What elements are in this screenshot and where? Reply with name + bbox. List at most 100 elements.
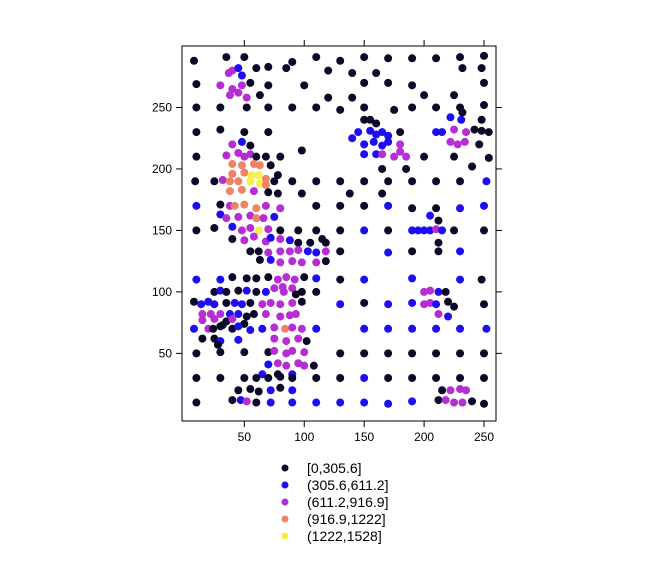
data-point <box>432 204 441 213</box>
data-point <box>408 81 417 90</box>
data-point <box>249 187 258 196</box>
data-point <box>434 216 443 225</box>
data-point <box>378 128 387 137</box>
data-point <box>240 348 249 357</box>
data-point <box>480 373 489 382</box>
data-point <box>192 226 201 235</box>
data-point <box>252 274 261 283</box>
legend-swatch <box>281 481 289 489</box>
data-point <box>408 274 417 283</box>
data-point <box>360 103 369 112</box>
data-point <box>230 298 239 307</box>
data-point <box>470 125 479 134</box>
data-point <box>246 211 255 220</box>
data-point <box>360 275 369 284</box>
data-point <box>456 177 465 186</box>
data-point <box>420 287 429 296</box>
y-tick-label: 100 <box>152 285 172 299</box>
data-point <box>369 137 378 146</box>
data-point <box>240 319 249 328</box>
data-point <box>288 103 297 112</box>
data-point <box>237 185 246 194</box>
data-point <box>434 247 443 256</box>
data-point <box>444 297 453 306</box>
data-point <box>273 359 282 368</box>
data-point <box>390 152 399 161</box>
data-point <box>237 81 246 90</box>
data-point <box>408 177 417 186</box>
data-point <box>192 80 201 89</box>
data-point <box>282 64 291 73</box>
data-point <box>441 396 450 405</box>
data-point <box>288 284 297 293</box>
data-point <box>348 134 357 143</box>
data-point <box>240 168 249 177</box>
data-point <box>456 324 465 333</box>
data-point <box>240 373 249 382</box>
data-point <box>282 273 291 282</box>
data-point <box>258 370 267 379</box>
legend-swatch <box>281 464 289 472</box>
data-point <box>291 310 300 319</box>
data-point <box>264 273 273 282</box>
data-point <box>477 64 486 73</box>
data-point <box>482 177 491 186</box>
data-point <box>408 298 417 307</box>
data-point <box>264 188 273 197</box>
data-point <box>378 189 387 198</box>
data-point <box>246 223 255 232</box>
data-point <box>306 238 315 247</box>
data-point <box>266 255 275 264</box>
data-point <box>446 386 455 395</box>
data-point <box>234 322 243 331</box>
data-point <box>324 93 333 102</box>
data-point <box>456 385 465 394</box>
data-point <box>240 236 249 245</box>
data-point <box>246 78 255 87</box>
data-point <box>252 287 261 296</box>
data-point <box>249 160 258 169</box>
legend-label: (1222,1528] <box>307 528 382 544</box>
data-point <box>372 130 381 139</box>
x-tick-label: 100 <box>294 430 314 444</box>
data-point <box>294 334 303 343</box>
data-point <box>384 324 393 333</box>
data-point <box>198 316 207 325</box>
data-point <box>228 85 237 94</box>
data-point <box>252 214 261 223</box>
data-point <box>366 115 375 124</box>
data-point <box>432 300 441 309</box>
data-point <box>345 189 354 198</box>
data-point <box>216 81 225 90</box>
data-point <box>384 300 393 309</box>
data-point <box>237 226 246 235</box>
legend-label: (916.9,1222] <box>307 511 386 527</box>
data-point <box>336 275 345 284</box>
data-point <box>230 201 239 210</box>
data-point <box>378 164 387 173</box>
data-point <box>360 78 369 87</box>
data-point <box>288 398 297 407</box>
data-point <box>434 310 443 319</box>
data-point <box>480 51 489 60</box>
data-point <box>384 177 393 186</box>
legend-label: (611.2,916.9] <box>307 494 388 510</box>
data-point <box>446 113 455 122</box>
data-point <box>234 64 243 73</box>
data-point <box>242 274 251 283</box>
data-point <box>264 62 273 71</box>
data-point <box>288 57 297 66</box>
data-point <box>484 128 493 137</box>
data-point <box>276 247 285 256</box>
data-point <box>246 177 255 186</box>
data-point <box>234 286 243 295</box>
data-point <box>426 286 435 295</box>
data-point <box>240 152 249 161</box>
data-point <box>408 324 417 333</box>
data-point <box>384 349 393 358</box>
data-point <box>378 150 387 159</box>
data-point <box>303 247 312 256</box>
data-point <box>312 201 321 210</box>
data-point <box>234 177 243 186</box>
data-point <box>372 119 381 128</box>
